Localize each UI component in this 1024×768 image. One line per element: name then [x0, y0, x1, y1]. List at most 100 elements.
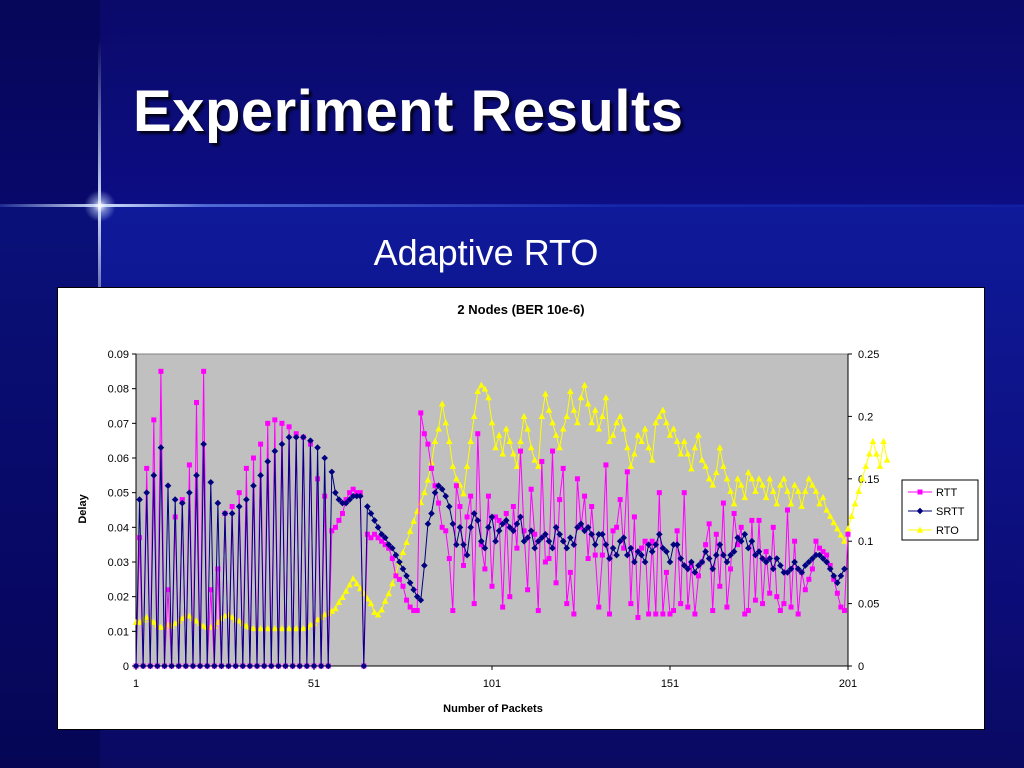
- point-srtt: [267, 662, 275, 670]
- point-rtt: [614, 524, 620, 530]
- point-srtt: [552, 524, 560, 531]
- point-rto: [752, 487, 759, 494]
- point-rtt: [258, 441, 264, 447]
- point-rtt: [158, 368, 164, 374]
- x-tick-label: 101: [483, 678, 501, 690]
- point-rtt: [236, 490, 242, 496]
- point-rto: [841, 537, 848, 544]
- point-rto: [702, 462, 709, 469]
- point-rtt: [703, 542, 709, 548]
- point-rtt: [368, 535, 374, 541]
- point-srtt: [517, 513, 524, 521]
- point-srtt: [193, 472, 200, 479]
- point-rtt: [372, 531, 378, 537]
- point-rtt: [350, 486, 356, 492]
- point-rtt: [379, 538, 385, 544]
- point-rto: [492, 444, 499, 451]
- point-rto: [858, 475, 866, 482]
- point-srtt: [634, 548, 642, 555]
- point-rto: [367, 600, 375, 607]
- point-rtt: [354, 490, 360, 496]
- point-rto: [353, 580, 361, 587]
- point-rtt: [179, 497, 185, 503]
- point-srtt: [520, 537, 528, 545]
- point-srtt: [534, 537, 542, 545]
- point-srtt: [474, 517, 482, 524]
- point-rto: [349, 575, 357, 582]
- point-srtt: [289, 662, 296, 670]
- point-srtt: [374, 524, 382, 531]
- x-tick-label: 1: [133, 678, 139, 690]
- point-rto: [855, 487, 862, 494]
- point-srtt: [186, 489, 193, 496]
- point-rto: [869, 437, 877, 444]
- point-rtt: [745, 608, 751, 614]
- point-rto: [844, 525, 852, 532]
- point-rtt: [550, 448, 556, 454]
- point-rtt: [250, 455, 256, 461]
- point-srtt: [559, 537, 567, 545]
- point-rtt: [624, 469, 630, 475]
- point-rtt: [208, 587, 214, 593]
- point-rtt: [728, 566, 734, 572]
- point-rto: [720, 462, 727, 469]
- point-rtt: [517, 448, 523, 454]
- point-rtt: [788, 604, 794, 610]
- point-rto: [474, 387, 482, 395]
- point-rto: [745, 469, 752, 476]
- point-srtt: [367, 510, 375, 517]
- point-srtt: [481, 544, 489, 552]
- point-srtt: [556, 530, 563, 538]
- point-srtt: [342, 499, 350, 507]
- point-srtt: [499, 520, 506, 528]
- point-rtt: [553, 580, 559, 586]
- point-rto: [834, 525, 841, 532]
- point-rtt: [165, 587, 171, 593]
- point-rto: [620, 425, 628, 432]
- point-srtt: [670, 541, 677, 548]
- point-srtt: [364, 503, 371, 510]
- point-srtt: [200, 440, 207, 448]
- point-rto: [688, 465, 695, 472]
- point-rtt: [792, 538, 798, 544]
- point-srtt: [467, 524, 474, 531]
- point-srtt: [403, 572, 410, 580]
- point-rtt: [760, 601, 766, 607]
- point-srtt: [271, 447, 279, 455]
- point-rto: [410, 517, 417, 524]
- y-tick-label: 0: [123, 661, 129, 673]
- point-rto: [193, 617, 200, 624]
- point-srtt: [495, 527, 503, 535]
- point-srtt: [257, 472, 264, 479]
- point-rtt: [375, 535, 381, 541]
- y-tick-label: 0.04: [108, 522, 129, 534]
- point-srtt: [389, 544, 396, 552]
- point-rtt: [582, 493, 588, 499]
- point-srtt: [488, 513, 496, 521]
- point-srtt: [381, 534, 389, 542]
- point-rto: [656, 412, 663, 419]
- plot-area: [135, 353, 849, 667]
- point-rtt: [621, 545, 627, 551]
- point-rtt: [421, 431, 427, 437]
- point-rto: [136, 618, 143, 625]
- point-rtt: [731, 510, 737, 516]
- point-srtt: [282, 662, 289, 670]
- point-srtt: [378, 530, 385, 538]
- point-rto: [154, 621, 161, 628]
- point-rto: [453, 475, 460, 482]
- y-tick-label: 0.07: [108, 418, 129, 430]
- point-rto: [513, 462, 521, 469]
- point-srtt: [595, 530, 603, 538]
- point-rto: [623, 444, 631, 451]
- point-rtt: [838, 604, 844, 610]
- point-rtt: [539, 458, 545, 464]
- point-rto: [794, 487, 802, 494]
- point-srtt: [741, 530, 749, 538]
- point-rtt: [418, 410, 424, 416]
- point-rto: [599, 412, 606, 419]
- point-srtt: [755, 548, 763, 555]
- point-srtt: [300, 433, 307, 441]
- y-tick-label: 0.06: [108, 453, 129, 465]
- point-srtt: [581, 527, 588, 535]
